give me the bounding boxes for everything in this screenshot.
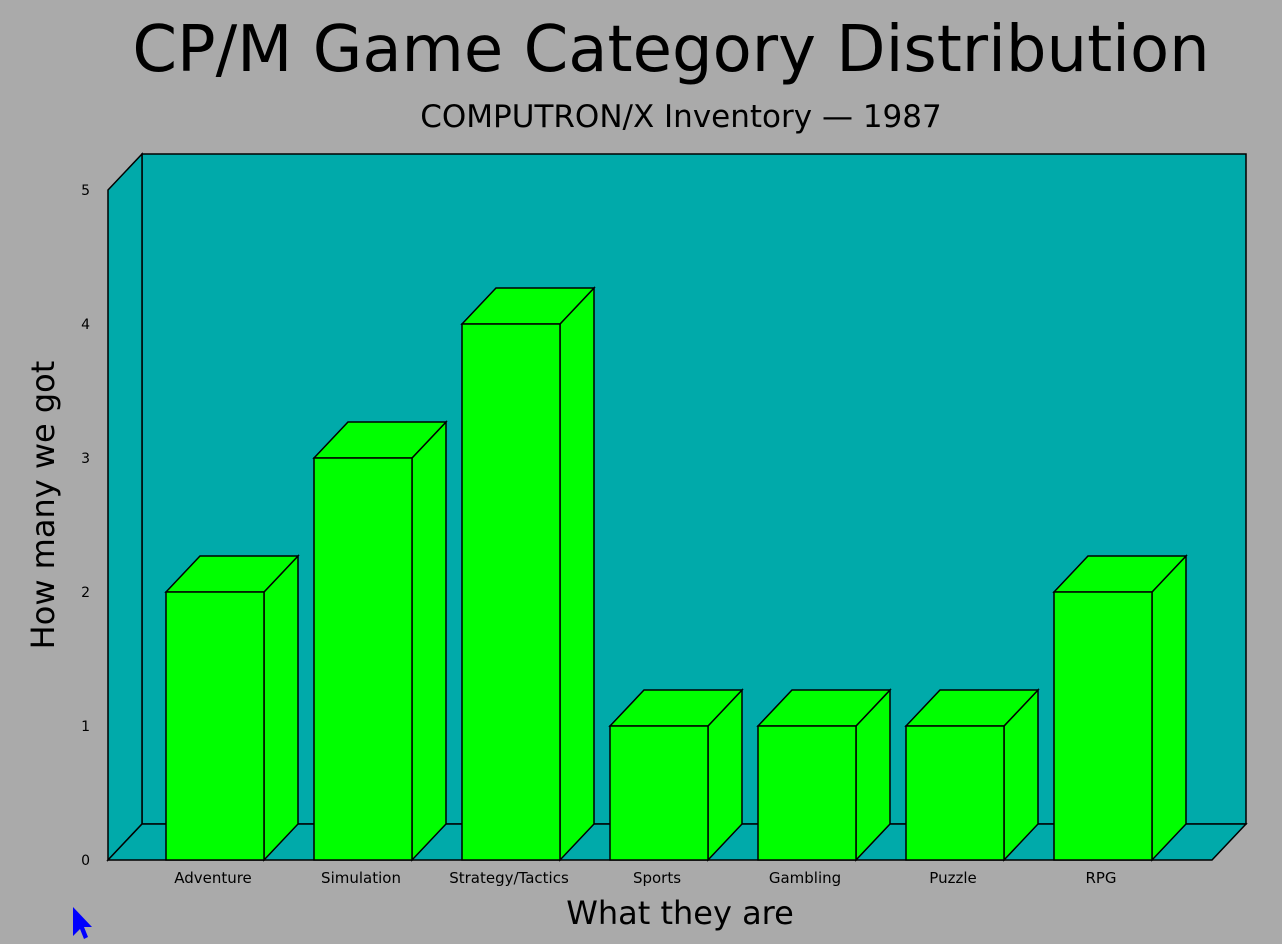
bar (608, 688, 744, 862)
y-tick-label: 4 (81, 317, 90, 333)
bar-side (411, 420, 447, 862)
bar-front (313, 457, 413, 861)
y-axis-label: How many we got (24, 361, 62, 650)
y-tick-label: 0 (81, 853, 90, 869)
bar (460, 286, 596, 862)
x-tick-label: Adventure (174, 869, 252, 887)
side-wall (107, 152, 143, 862)
bar-side (263, 554, 299, 862)
x-tick-label: Strategy/Tactics (449, 869, 569, 887)
x-tick-label: RPG (1085, 869, 1116, 887)
x-tick-label: Sports (633, 869, 681, 887)
bar-front (905, 725, 1005, 861)
x-tick-label: Simulation (321, 869, 401, 887)
chart-subtitle: COMPUTRON/X Inventory — 1987 (420, 99, 942, 135)
bar-side (1151, 554, 1187, 862)
y-tick-label: 3 (81, 451, 90, 467)
bar-front (757, 725, 857, 861)
x-tick-label: Gambling (769, 869, 841, 887)
x-axis-label: What they are (566, 894, 794, 932)
y-tick-label: 2 (81, 585, 90, 601)
bar-front (165, 591, 265, 861)
bar-front (1053, 591, 1153, 861)
bar-front (609, 725, 709, 861)
bar (164, 554, 300, 862)
bar (312, 420, 448, 862)
bar (756, 688, 892, 862)
chart-title: CP/M Game Category Distribution (132, 13, 1210, 87)
y-tick-label: 1 (81, 719, 90, 735)
y-tick-label: 5 (81, 183, 90, 199)
bar (904, 688, 1040, 862)
bar-front (461, 323, 561, 861)
bar (1052, 554, 1188, 862)
x-tick-label: Puzzle (929, 869, 976, 887)
bar-side (559, 286, 595, 862)
mouse-pointer-icon (72, 906, 92, 944)
